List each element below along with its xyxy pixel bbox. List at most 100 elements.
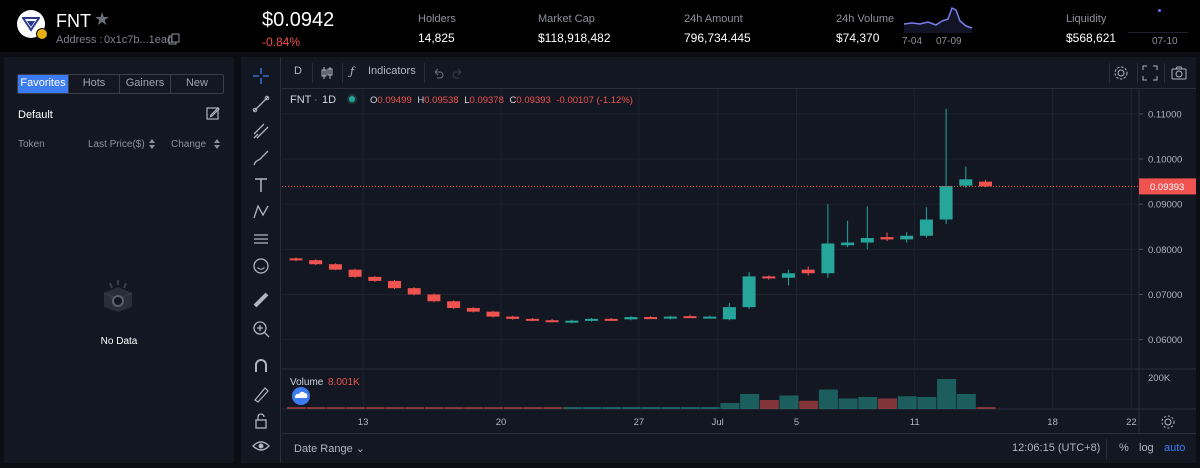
candle-body	[407, 288, 421, 295]
x-tick-label: 20	[496, 417, 507, 428]
candle-body	[900, 235, 914, 240]
pattern-tool-icon[interactable]	[249, 201, 273, 223]
token-price: $0.0942	[262, 9, 335, 31]
column-change[interactable]: Change	[171, 139, 207, 150]
fullscreen-icon[interactable]	[1142, 65, 1158, 81]
indicators-button[interactable]: Indicators	[368, 65, 416, 77]
watchlist-panel: Favorites Hots Gainers New Default Token…	[4, 57, 234, 463]
empty-box-icon	[103, 280, 133, 312]
y-tick-label: 0.10000	[1148, 155, 1182, 166]
zoom-in-icon[interactable]	[249, 318, 273, 340]
svg-text:·: ·	[314, 94, 318, 106]
holders-value: 14,825	[418, 31, 455, 45]
candle-body	[525, 318, 539, 321]
volume-bar	[799, 400, 819, 409]
price-change: -0.84%	[262, 35, 301, 49]
liquidity-spark-dot	[1158, 9, 1161, 12]
candle-body	[388, 280, 401, 289]
volume-bar	[464, 407, 484, 409]
volume-24h-value: $74,370	[836, 31, 880, 45]
y-tick-label: 0.07000	[1148, 290, 1182, 301]
trend-line-tool-icon[interactable]	[249, 93, 273, 115]
column-last-price[interactable]: Last Price($)	[88, 139, 145, 150]
x-tick-label: Jul	[712, 417, 724, 428]
chart-top-toolbar: D ƒ Indicators	[282, 57, 1196, 89]
volume-bar	[917, 397, 937, 409]
candle-body	[742, 276, 756, 308]
volume-bar	[385, 407, 405, 409]
y-tick-label: 0.09000	[1148, 200, 1182, 211]
candlestick-chart[interactable]: 0.11000 0.10000 0.09000 0.08000 0.07000 0.060…	[282, 89, 1196, 433]
copy-icon[interactable]	[168, 32, 180, 50]
ruler-tool-icon[interactable]	[249, 289, 273, 311]
sort-change-icon[interactable]	[213, 138, 221, 150]
crosshair-tool-icon[interactable]	[249, 65, 273, 87]
brush-tool-icon[interactable]	[249, 147, 273, 169]
volume-legend-label: Volume	[290, 377, 324, 388]
watchlist-name: Default	[18, 109, 53, 121]
sort-price-icon[interactable]	[148, 138, 156, 150]
chart-panel: D ƒ Indicators 0.11000 0.10000 0.09000 0.08…	[241, 57, 1196, 463]
candle-body	[801, 269, 815, 274]
tab-favorites[interactable]: Favorites	[18, 75, 69, 93]
liquidity-sparkline	[1128, 32, 1188, 33]
date-range-button[interactable]: Date Range ⌄	[294, 443, 365, 455]
screenshot-camera-icon[interactable]	[1171, 65, 1187, 81]
magnet-icon[interactable]	[249, 355, 273, 377]
log-scale-button[interactable]: log	[1139, 442, 1154, 454]
undo-icon[interactable]	[432, 67, 444, 79]
eye-icon[interactable]	[249, 435, 273, 457]
text-tool-icon[interactable]	[249, 174, 273, 196]
token-header: FNT ★ Address : 0x1c7b...1ead $0.0942 -0…	[0, 0, 1200, 52]
axis-settings-icon[interactable]	[1161, 415, 1175, 429]
candle-body	[585, 318, 598, 321]
prediction-tool-icon[interactable]	[249, 228, 273, 250]
tab-gainers[interactable]: Gainers	[120, 75, 171, 93]
volume-bar	[779, 395, 799, 409]
emoji-tool-icon[interactable]	[249, 255, 273, 277]
edit-icon[interactable]	[206, 106, 220, 125]
liquidity-value: $568,621	[1066, 31, 1117, 45]
auto-scale-button[interactable]: auto	[1164, 442, 1186, 454]
tab-hots[interactable]: Hots	[69, 75, 120, 93]
fib-tool-icon[interactable]	[249, 120, 273, 142]
volume-bar	[720, 403, 740, 409]
volume-bar	[681, 407, 700, 409]
clock-time: 12:06:15 (UTC+8)	[1012, 442, 1101, 454]
y-tick-label: 0.06000	[1148, 335, 1182, 346]
candle-body	[328, 264, 342, 270]
token-address: 0x1c7b...1ead	[104, 34, 174, 46]
amount-24h-label: 24h Amount	[684, 13, 743, 25]
volume-bar	[838, 398, 858, 409]
volume-legend-value: 8.001K	[328, 377, 360, 388]
column-token[interactable]: Token	[18, 139, 45, 150]
lock-icon[interactable]	[249, 409, 273, 431]
settings-gear-icon[interactable]	[1113, 65, 1129, 81]
volume-bar	[562, 407, 582, 409]
stay-drawing-icon[interactable]	[249, 383, 273, 405]
chart-grid	[282, 89, 1196, 433]
token-logo	[17, 10, 45, 38]
time-axis: 13 20 27 Jul 5 11 18 22	[358, 417, 1137, 428]
volume-bar	[484, 407, 503, 409]
interval-button[interactable]: D	[294, 65, 302, 77]
current-price-tag-bg	[1139, 178, 1196, 195]
volume-bar	[346, 407, 366, 409]
candle-body	[644, 317, 658, 320]
tab-new[interactable]: New	[185, 77, 208, 89]
legend-interval: 1D	[322, 94, 336, 106]
redo-icon[interactable]	[452, 67, 464, 79]
percent-scale-button[interactable]: %	[1119, 442, 1129, 454]
candle-body	[841, 242, 855, 246]
x-tick-label: 5	[794, 417, 799, 428]
market-cap-value: $118,918,482	[538, 31, 611, 45]
candle-body	[880, 237, 894, 240]
favorite-star-icon[interactable]: ★	[94, 9, 111, 29]
indicators-icon[interactable]: ƒ	[350, 65, 355, 78]
market-cap-label: Market Cap	[538, 13, 595, 25]
cloud-icon[interactable]	[292, 387, 310, 405]
candle-body	[821, 243, 835, 274]
candle-body	[309, 260, 323, 265]
candle-body	[486, 311, 500, 317]
candle-style-icon[interactable]	[320, 66, 334, 80]
